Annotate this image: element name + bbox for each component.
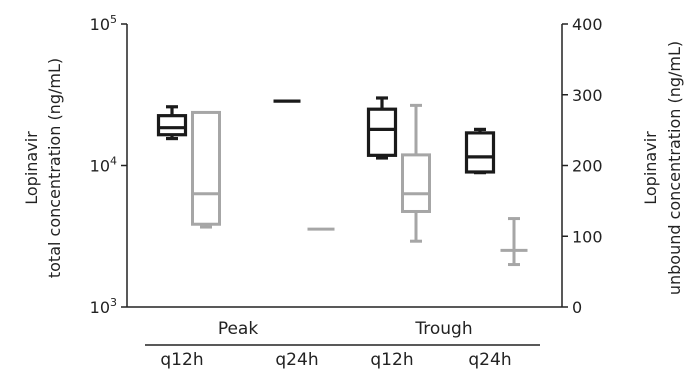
left-axis-ticks: 103 104 105 bbox=[90, 13, 127, 317]
right-axis-title-line1: Lopinavir bbox=[641, 131, 660, 205]
left-axis-title-line2: total concentration (ng/mL) bbox=[45, 58, 64, 278]
category-label-q24h: q24h bbox=[468, 350, 511, 370]
right-tick-label: 100 bbox=[572, 227, 603, 246]
group-label-trough: Trough bbox=[414, 319, 472, 339]
category-label-q12h: q12h bbox=[160, 350, 203, 370]
right-axis-ticks: 0 100 200 300 400 bbox=[562, 15, 603, 317]
left-axis-title-line1: Lopinavir bbox=[22, 131, 41, 205]
right-axis-title-line2: unbound concentration (ng/mL) bbox=[665, 41, 684, 295]
box-left-trough-q12h bbox=[366, 96, 398, 160]
iqr-box bbox=[156, 114, 188, 137]
iqr-box bbox=[191, 110, 221, 226]
group-label-peak: Peak bbox=[218, 319, 259, 339]
box-right-trough-q24h bbox=[500, 217, 528, 267]
left-tick-label: 103 bbox=[90, 296, 117, 317]
category-label-q24h: q24h bbox=[275, 350, 318, 370]
box-left-peak-q12h bbox=[156, 105, 188, 141]
right-tick-label: 300 bbox=[572, 86, 603, 105]
box-left-trough-q24h bbox=[464, 127, 496, 175]
iqr-box bbox=[401, 153, 431, 213]
iqr-box bbox=[464, 131, 496, 174]
box-right-peak-q12h bbox=[191, 110, 221, 229]
left-tick-label: 104 bbox=[90, 155, 117, 176]
left-tick-label: 105 bbox=[90, 13, 117, 34]
category-label-q12h: q12h bbox=[370, 350, 413, 370]
box-plots bbox=[156, 96, 528, 267]
right-tick-label: 400 bbox=[572, 15, 603, 34]
iqr-box bbox=[366, 107, 398, 157]
box-right-trough-q12h bbox=[401, 103, 431, 243]
right-tick-label: 0 bbox=[572, 298, 582, 317]
right-tick-label: 200 bbox=[572, 157, 603, 176]
